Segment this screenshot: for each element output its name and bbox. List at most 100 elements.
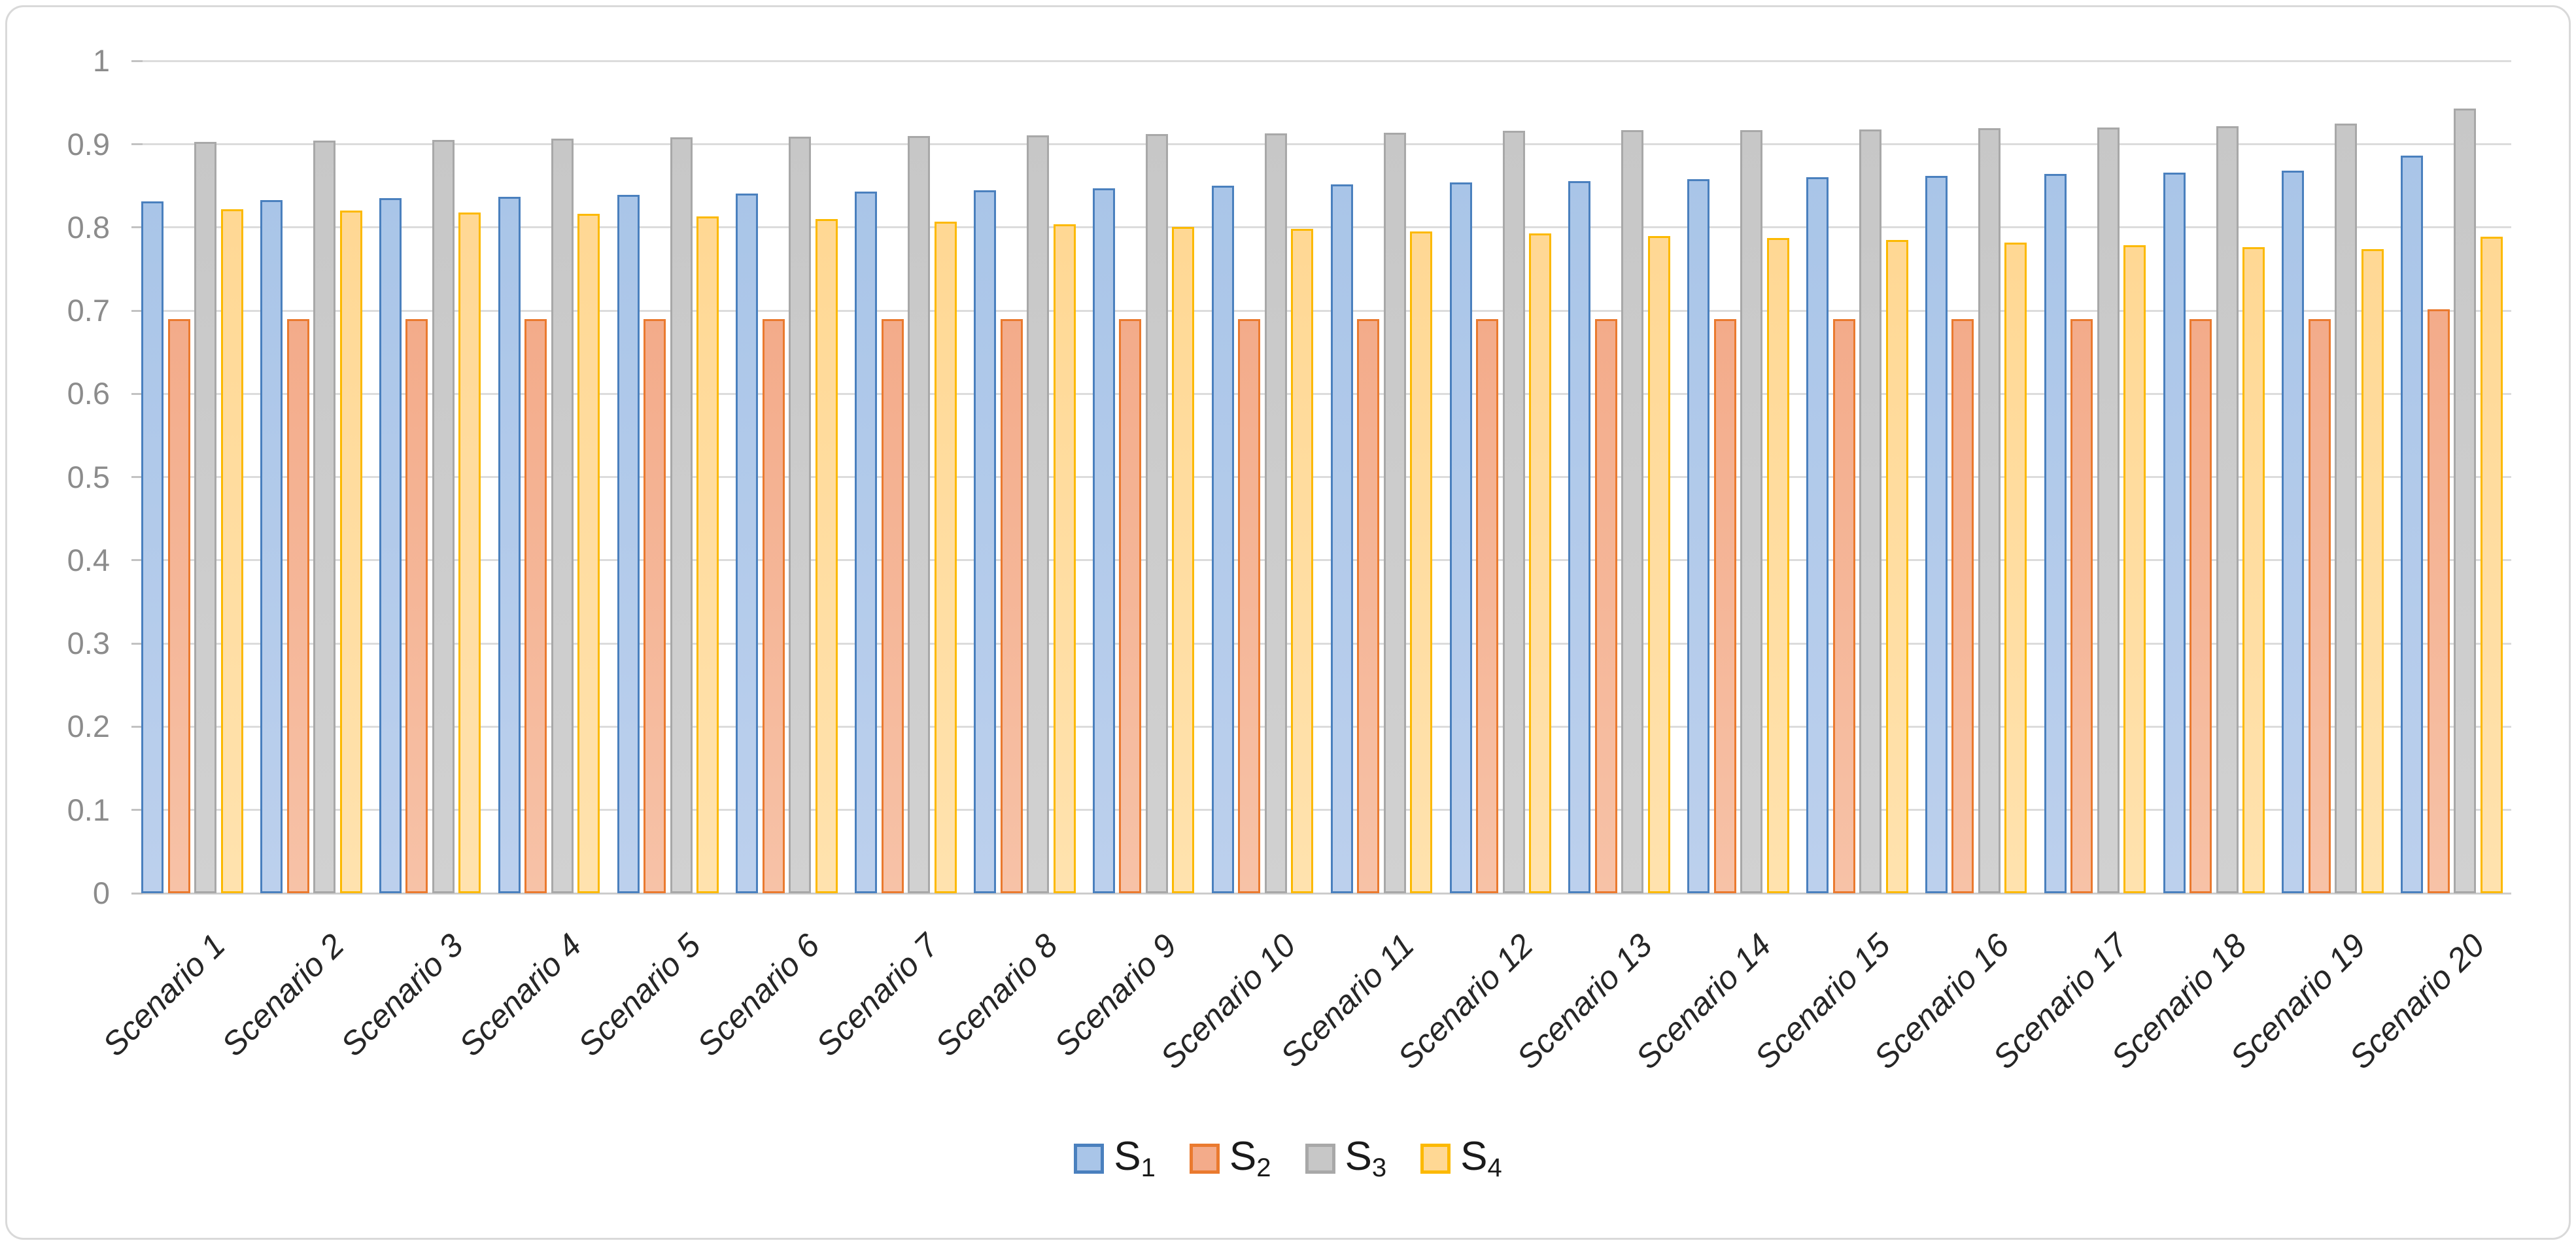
y-tick-label: 1	[92, 43, 110, 78]
legend-label-s2: S2	[1229, 1134, 1271, 1182]
bar-s4-scenario-19	[2361, 248, 2384, 893]
bar-s4-scenario-8	[1053, 224, 1076, 893]
y-tick-label: 0.5	[67, 459, 110, 494]
y-axis-tick	[131, 892, 143, 895]
bar-s3-scenario-5	[670, 137, 693, 893]
bar-s1-scenario-1	[141, 201, 164, 893]
bar-s2-scenario-12	[1476, 318, 1499, 893]
bar-s2-scenario-17	[2070, 318, 2093, 893]
bar-s3-scenario-1	[194, 141, 217, 893]
bar-s3-scenario-17	[2097, 128, 2120, 893]
gridline	[133, 309, 2511, 312]
bar-s4-scenario-7	[934, 221, 957, 893]
bar-s1-scenario-2	[260, 199, 283, 893]
bar-s4-scenario-11	[1410, 231, 1433, 893]
x-tick-label: Scenario 7	[809, 927, 946, 1063]
x-tick-label: Scenario 5	[571, 927, 708, 1063]
gridline	[133, 642, 2511, 645]
x-axis-line	[133, 892, 2511, 895]
y-tick-label: 0.8	[67, 209, 110, 245]
bar-s2-scenario-6	[762, 318, 785, 893]
bar-s3-scenario-15	[1859, 129, 1882, 893]
bar-s3-scenario-6	[789, 137, 812, 893]
bar-s1-scenario-5	[617, 195, 640, 893]
gridline	[133, 143, 2511, 146]
legend-label-s3: S3	[1345, 1134, 1387, 1182]
y-tick-label: 0.1	[67, 792, 110, 827]
y-axis-tick	[131, 226, 143, 229]
bar-s4-scenario-20	[2480, 236, 2503, 893]
legend-swatch-s2	[1189, 1144, 1220, 1174]
x-tick-label: Scenario 3	[333, 927, 470, 1063]
legend-item-s1: S1	[1074, 1136, 1156, 1181]
gridline	[133, 226, 2511, 229]
bar-s2-scenario-8	[1000, 318, 1023, 893]
y-axis-tick	[131, 392, 143, 395]
bar-s3-scenario-18	[2216, 126, 2239, 893]
legend: S1 S2 S3 S4	[0, 1136, 2576, 1181]
gridline	[133, 476, 2511, 479]
bar-s2-scenario-5	[644, 318, 666, 893]
bar-s2-scenario-16	[1951, 318, 1974, 893]
bar-s3-scenario-13	[1621, 129, 1644, 893]
bar-s1-scenario-12	[1449, 182, 1472, 893]
bar-s2-scenario-9	[1119, 318, 1142, 893]
bar-s2-scenario-2	[286, 318, 309, 893]
x-tick-label: Scenario 17	[1985, 927, 2135, 1076]
legend-label-s4: S4	[1460, 1134, 1502, 1182]
bar-s3-scenario-8	[1027, 135, 1050, 893]
bar-s3-scenario-14	[1740, 129, 1763, 893]
x-tick-label: Scenario 18	[2104, 927, 2254, 1076]
gridline	[133, 809, 2511, 811]
legend-swatch-s4	[1420, 1144, 1451, 1174]
y-axis-tick	[131, 559, 143, 562]
x-tick-label: Scenario 10	[1153, 927, 1303, 1076]
bar-s2-scenario-18	[2190, 318, 2212, 893]
gridline	[133, 725, 2511, 728]
x-tick-label: Scenario 6	[690, 927, 827, 1063]
bar-s1-scenario-11	[1330, 184, 1353, 893]
y-axis-tick	[131, 60, 143, 62]
bar-s4-scenario-14	[1766, 238, 1789, 893]
bar-s2-scenario-15	[1832, 318, 1855, 893]
bar-s1-scenario-14	[1687, 179, 1710, 893]
y-axis-tick	[131, 642, 143, 645]
bar-s4-scenario-1	[220, 209, 243, 893]
y-axis-tick	[131, 725, 143, 728]
bar-s4-scenario-4	[577, 214, 600, 893]
x-tick-label: Scenario 11	[1273, 927, 1422, 1074]
bar-s1-scenario-18	[2163, 172, 2186, 893]
bar-s2-scenario-10	[1238, 318, 1261, 893]
x-tick-label: Scenario 8	[928, 927, 1065, 1063]
bar-s2-scenario-3	[405, 318, 428, 893]
y-tick-label: 0.2	[67, 709, 110, 744]
y-axis-tick	[131, 143, 143, 146]
bar-s1-scenario-13	[1568, 180, 1591, 893]
legend-swatch-s3	[1305, 1144, 1335, 1174]
bar-s2-scenario-4	[524, 318, 547, 893]
y-axis-tick	[131, 309, 143, 312]
bar-s3-scenario-7	[908, 135, 931, 893]
bar-s1-scenario-10	[1211, 186, 1234, 893]
bar-s3-scenario-11	[1383, 132, 1406, 893]
y-tick-label: 0.3	[67, 626, 110, 661]
bar-s3-scenario-9	[1145, 134, 1168, 893]
bar-s4-scenario-17	[2123, 245, 2146, 893]
bar-s2-scenario-7	[881, 318, 904, 893]
x-tick-label: Scenario 4	[452, 927, 589, 1063]
bar-s3-scenario-10	[1264, 133, 1287, 893]
bar-s1-scenario-7	[855, 192, 878, 893]
x-tick-label: Scenario 12	[1390, 927, 1541, 1076]
x-tick-label: Scenario 9	[1046, 927, 1184, 1063]
bar-s2-scenario-13	[1594, 318, 1617, 893]
x-tick-label: Scenario 13	[1509, 927, 1660, 1076]
bar-s4-scenario-12	[1529, 233, 1552, 893]
bar-s4-scenario-5	[696, 216, 719, 893]
bar-s2-scenario-11	[1357, 318, 1380, 893]
y-tick-label: 0.7	[67, 293, 110, 328]
bar-s4-scenario-3	[458, 212, 481, 893]
bar-s3-scenario-4	[551, 138, 574, 893]
legend-label-s1: S1	[1114, 1134, 1156, 1182]
bar-s3-scenario-16	[1978, 128, 2001, 893]
